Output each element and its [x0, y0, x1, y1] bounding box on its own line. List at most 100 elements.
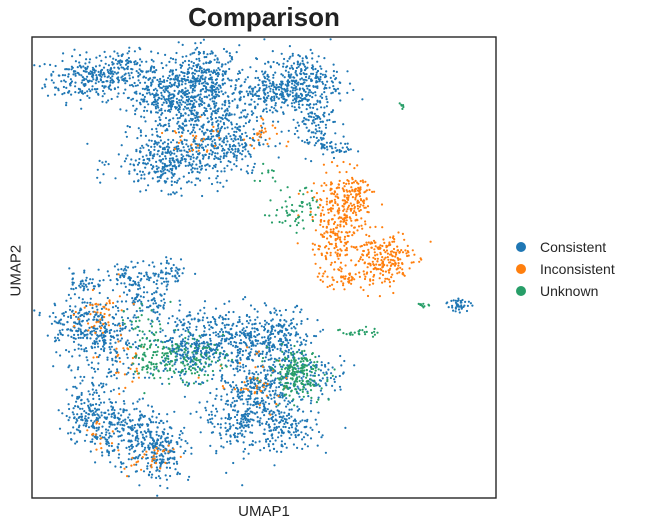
- point-consistent: [108, 422, 111, 425]
- point-consistent: [287, 341, 290, 345]
- point-consistent: [77, 316, 80, 319]
- point-consistent: [97, 268, 100, 271]
- point-consistent: [325, 98, 328, 101]
- point-consistent: [334, 143, 337, 146]
- point-consistent: [198, 98, 201, 101]
- point-consistent: [238, 44, 241, 47]
- point-consistent: [213, 58, 216, 61]
- point-consistent: [83, 330, 86, 333]
- point-consistent: [165, 259, 169, 262]
- point-consistent: [238, 144, 241, 147]
- point-consistent: [189, 84, 192, 87]
- point-consistent: [158, 313, 161, 316]
- point-consistent: [85, 356, 88, 359]
- point-consistent: [149, 69, 152, 72]
- point-consistent: [90, 281, 94, 285]
- point-consistent: [154, 107, 158, 110]
- point-consistent: [88, 58, 92, 61]
- point-consistent: [285, 350, 288, 353]
- point-consistent: [227, 132, 230, 135]
- point-consistent: [275, 419, 278, 422]
- point-consistent: [315, 71, 318, 74]
- point-consistent: [101, 451, 104, 454]
- point-consistent: [310, 160, 313, 163]
- point-consistent: [264, 62, 267, 65]
- point-consistent: [74, 322, 77, 325]
- point-consistent: [310, 399, 313, 402]
- point-consistent: [80, 402, 83, 405]
- point-consistent: [54, 339, 58, 342]
- point-consistent: [273, 464, 276, 467]
- point-consistent: [232, 140, 235, 143]
- point-consistent: [124, 418, 127, 421]
- point-consistent: [99, 401, 102, 404]
- point-consistent: [326, 148, 329, 151]
- point-consistent: [85, 51, 88, 54]
- point-consistent: [216, 93, 219, 96]
- point-consistent: [146, 109, 149, 112]
- point-consistent: [142, 415, 145, 418]
- point-consistent: [177, 131, 181, 134]
- point-consistent: [309, 426, 312, 429]
- point-consistent: [221, 377, 224, 380]
- point-consistent: [229, 440, 232, 443]
- point-consistent: [131, 343, 135, 346]
- point-consistent: [245, 375, 248, 378]
- point-consistent: [273, 381, 276, 385]
- point-consistent: [282, 62, 285, 65]
- point-consistent: [73, 376, 77, 379]
- point-consistent: [247, 322, 250, 325]
- point-consistent: [200, 164, 203, 167]
- point-consistent: [334, 146, 337, 149]
- point-consistent: [112, 57, 115, 60]
- point-consistent: [149, 434, 152, 437]
- point-consistent: [264, 387, 267, 390]
- point-consistent: [160, 86, 163, 90]
- point-consistent: [240, 429, 243, 432]
- point-consistent: [241, 484, 244, 487]
- point-consistent: [216, 108, 219, 111]
- point-consistent: [307, 395, 310, 398]
- point-consistent: [174, 269, 177, 272]
- point-consistent: [74, 405, 77, 408]
- point-consistent: [162, 96, 165, 99]
- point-consistent: [222, 446, 225, 449]
- point-consistent: [89, 450, 92, 453]
- point-consistent: [217, 95, 221, 98]
- point-consistent: [205, 163, 208, 166]
- point-consistent: [78, 415, 81, 419]
- point-consistent: [233, 163, 236, 166]
- point-consistent: [266, 91, 269, 94]
- point-consistent: [208, 413, 211, 416]
- point-consistent: [285, 414, 289, 417]
- point-consistent: [215, 134, 218, 137]
- point-consistent: [228, 143, 231, 146]
- point-consistent: [219, 155, 222, 158]
- point-consistent: [269, 394, 272, 397]
- point-consistent: [72, 288, 75, 291]
- point-consistent: [136, 84, 139, 87]
- point-consistent: [179, 114, 183, 118]
- point-consistent: [334, 78, 337, 81]
- point-consistent: [246, 412, 249, 415]
- point-consistent: [89, 90, 92, 93]
- point-consistent: [215, 334, 218, 337]
- point-consistent: [113, 373, 116, 377]
- point-consistent: [218, 68, 221, 71]
- point-consistent: [244, 334, 247, 338]
- point-consistent: [226, 140, 229, 143]
- point-consistent: [187, 350, 190, 353]
- point-consistent: [194, 116, 197, 120]
- point-consistent: [67, 73, 70, 76]
- point-consistent: [169, 267, 173, 270]
- point-consistent: [259, 371, 262, 374]
- point-consistent: [194, 380, 197, 383]
- point-consistent: [68, 416, 71, 419]
- point-consistent: [241, 350, 245, 353]
- point-consistent: [278, 88, 281, 91]
- point-consistent: [120, 76, 123, 79]
- point-consistent: [227, 342, 230, 345]
- point-consistent: [175, 181, 178, 184]
- point-consistent: [101, 318, 104, 322]
- point-consistent: [284, 425, 287, 429]
